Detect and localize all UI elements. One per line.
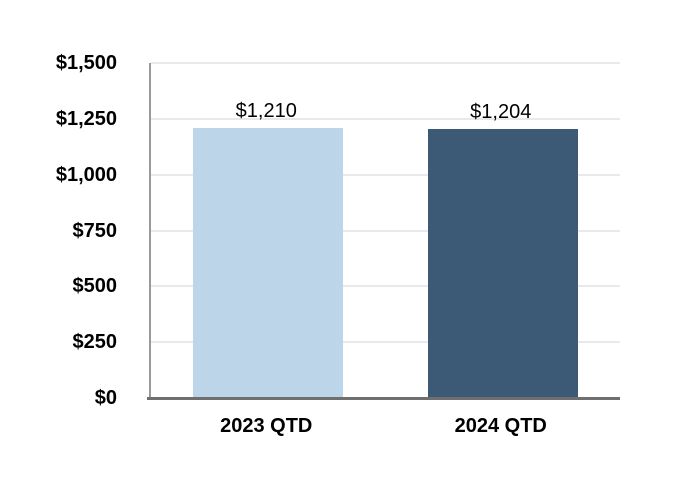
bar-value-label: $1,210 (235, 100, 297, 122)
gridline (151, 229, 620, 232)
y-tick-label: $500 (72, 275, 118, 298)
gridline (151, 62, 620, 64)
y-tick-label: $1,000 (55, 163, 117, 186)
gridline (151, 285, 620, 288)
x-axis-line (147, 397, 620, 400)
y-tick-label: $0 (94, 387, 117, 409)
gridline (151, 341, 620, 344)
bar-2023-qtd (193, 128, 344, 398)
gridline (151, 117, 620, 120)
gridline (151, 173, 620, 176)
bar-2024-qtd (427, 129, 578, 398)
x-category-label: 2024 QTD (454, 415, 547, 437)
y-tick-label: $1,250 (55, 107, 117, 130)
x-category-label: 2023 QTD (220, 415, 313, 437)
bar-value-label: $1,204 (470, 101, 532, 123)
y-tick-label: $750 (72, 219, 118, 242)
plot-area (149, 62, 620, 398)
y-tick-label: $250 (72, 331, 118, 354)
y-tick-label: $1,500 (55, 52, 117, 74)
